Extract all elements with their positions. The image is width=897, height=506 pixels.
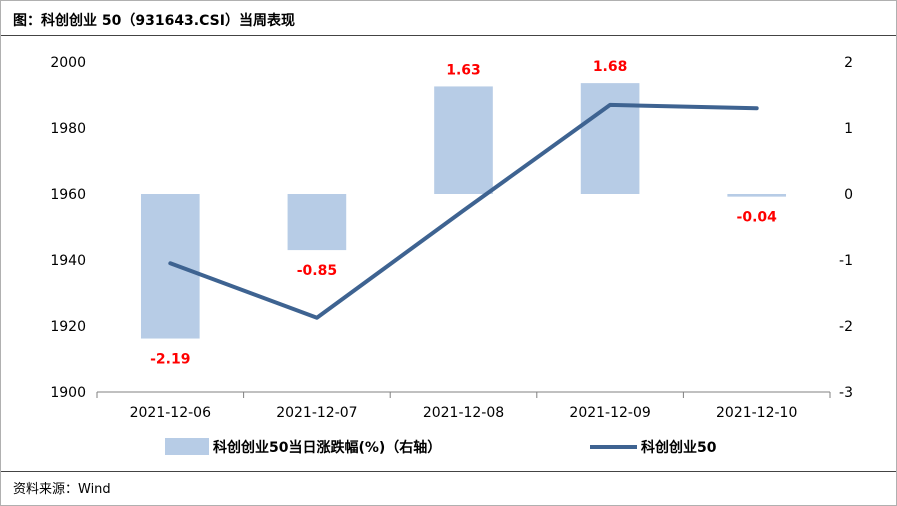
legend-bar-swatch: [165, 438, 209, 455]
bar-data-label: -2.19: [150, 352, 190, 368]
y-right-tick-label: -3: [839, 385, 853, 401]
bar-data-label: -0.04: [737, 210, 778, 226]
bar: [287, 194, 347, 251]
y-left-tick-label: 1960: [50, 187, 86, 203]
title-bar: 图：科创创业 50（931643.CSI）当周表现: [1, 1, 896, 36]
x-tick-label: 2021-12-09: [569, 405, 650, 421]
y-right-tick-label: 0: [844, 187, 853, 203]
bar-data-label: -0.85: [297, 263, 337, 279]
bar: [727, 194, 787, 197]
chart-title: 图：科创创业 50（931643.CSI）当周表现: [13, 13, 295, 29]
source-note: 资料来源：Wind: [13, 482, 111, 497]
index-line: [168, 102, 759, 320]
x-tick-label: 2021-12-06: [130, 405, 211, 421]
y-left-tick-label: 2000: [50, 55, 86, 71]
bar-data-label: 1.68: [593, 59, 628, 75]
y-left-tick-label: 1900: [50, 385, 86, 401]
y-left-tick-label: 1920: [50, 319, 86, 335]
y-right-tick-label: -2: [839, 319, 853, 335]
source-bar: 资料来源：Wind: [1, 471, 896, 506]
legend-bar-label: 科创创业50当日涨跌幅(%)（右轴）: [213, 439, 441, 456]
legend-line-label: 科创创业50: [641, 439, 717, 456]
bar: [580, 83, 640, 194]
y-left-tick-label: 1980: [50, 121, 86, 137]
x-tick-label: 2021-12-08: [423, 405, 504, 421]
x-tick-label: 2021-12-10: [716, 405, 797, 421]
y-right-tick-label: 2: [844, 55, 853, 71]
bar: [434, 86, 493, 194]
chart-svg: 1900 1920 1940 1960 1980 2000 -3 -2 -1 0 1 2 -2.19 -0…: [50, 55, 853, 456]
y-right-tick-label: 1: [844, 121, 853, 137]
bar-data-label: 1.63: [446, 62, 481, 78]
y-right-tick-label: -1: [839, 253, 853, 269]
bar: [140, 194, 200, 339]
x-tick-label: 2021-12-07: [276, 405, 357, 421]
y-left-tick-label: 1940: [50, 253, 86, 269]
